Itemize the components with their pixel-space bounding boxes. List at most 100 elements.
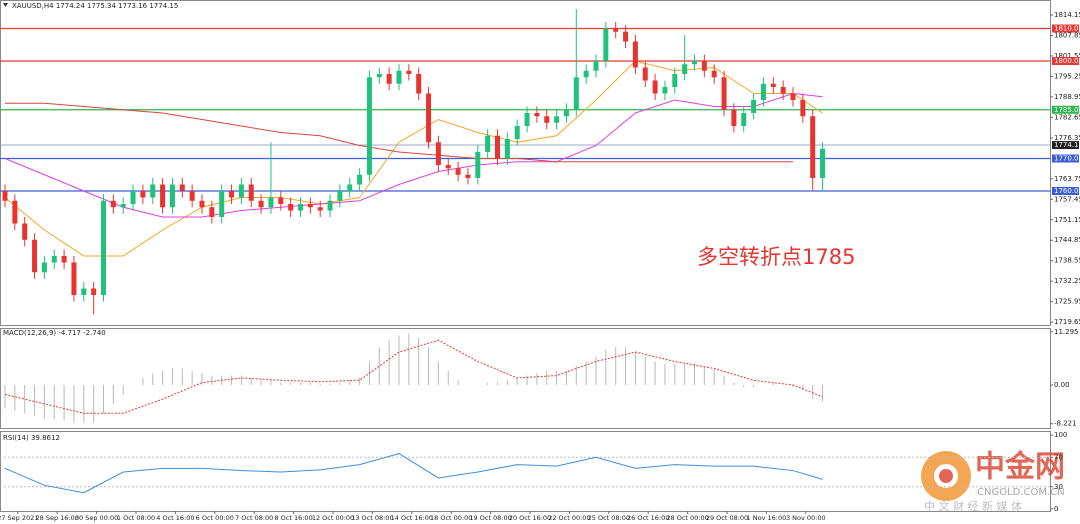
- candle-body: [130, 191, 136, 205]
- candle-body: [554, 116, 560, 123]
- candle-body: [770, 83, 776, 88]
- level-label: 1770.00: [1054, 155, 1080, 163]
- candle-body: [780, 87, 786, 94]
- x-tick-label: 27 Sep 2021: [0, 514, 38, 522]
- x-tick-label: 1 Oct 08:00: [117, 514, 155, 522]
- candle-body: [347, 184, 353, 192]
- candle-body: [219, 191, 225, 218]
- candle-body: [357, 174, 363, 185]
- x-tick-label: 6 Oct 00:00: [196, 514, 234, 522]
- candle-body: [514, 126, 520, 140]
- x-tick-label: 20 Oct 16:00: [509, 514, 551, 522]
- candle-body: [317, 207, 323, 211]
- candle-body: [701, 61, 707, 71]
- y-tick-label: 1725.95: [1054, 298, 1080, 306]
- candle-body: [396, 70, 402, 84]
- candle-body: [386, 74, 392, 84]
- candle-body: [603, 28, 609, 62]
- candle-body: [376, 74, 382, 78]
- candle-body: [810, 116, 816, 179]
- candle-body: [485, 135, 491, 153]
- candle-body: [534, 113, 540, 117]
- y-tick-label: 0.00: [1054, 381, 1070, 389]
- x-tick-label: 19 Oct 08:00: [469, 514, 511, 522]
- annotation: 多空转折点1785: [697, 245, 855, 269]
- candle-body: [101, 200, 106, 296]
- candle-body: [81, 288, 87, 296]
- macd-signal: [4, 339, 823, 414]
- watermark: 中金网 CNGOLD.COM.CN 中 文 财 经 新 媒 体: [921, 450, 1065, 513]
- candle-body: [209, 207, 215, 218]
- y-tick-label: 11.295: [1054, 328, 1079, 336]
- candle-body: [258, 200, 264, 208]
- y-tick-label: 1788.95: [1054, 93, 1080, 101]
- macd-pane: [0, 328, 1051, 429]
- candle-body: [41, 262, 47, 273]
- y-tick-label: 70: [1054, 453, 1063, 461]
- watermark-tagline: 中 文 财 经 新 媒 体: [924, 499, 1022, 513]
- candle-body: [22, 223, 28, 240]
- candle-body: [445, 165, 451, 169]
- candle-body: [721, 77, 727, 110]
- level-label: 1785.00: [1054, 106, 1080, 114]
- rsi-pane: [0, 431, 1051, 512]
- candle-body: [583, 70, 589, 78]
- candle-body: [790, 93, 796, 101]
- level-box: [1052, 24, 1079, 33]
- candle-body: [140, 191, 146, 198]
- y-tick-label: 1801.55: [1054, 52, 1080, 60]
- level-box: [1052, 154, 1079, 163]
- candle-body: [573, 77, 579, 110]
- candle-body: [366, 77, 372, 175]
- candle-body: [593, 61, 599, 71]
- y-tick-label: 1719.65: [1054, 318, 1080, 326]
- x-tick-label: 3 Nov 00:00: [786, 514, 826, 522]
- candle-body: [416, 74, 422, 94]
- level-box: [1052, 57, 1079, 66]
- y-tick-label: 1814.15: [1054, 11, 1080, 19]
- candle-body: [298, 204, 303, 211]
- chart-title: XAUUSD,H4 1774.24 1775.34 1773.16 1774.1…: [12, 2, 178, 10]
- candle-body: [238, 184, 244, 198]
- y-tick-label: 1732.25: [1054, 277, 1080, 285]
- y-tick-label: 30: [1054, 483, 1063, 491]
- y-tick-label: 1738.55: [1054, 257, 1080, 265]
- last-price-box: [1052, 141, 1079, 150]
- y-tick-label: 1751.15: [1054, 216, 1080, 224]
- logo-core: [939, 469, 953, 483]
- candle-body: [623, 31, 629, 42]
- x-tick-label: 7 Oct 08:00: [235, 514, 273, 522]
- y-tick-label: 0: [1054, 505, 1058, 513]
- candle-body: [504, 139, 510, 159]
- x-tick-label: 4 Oct 16:00: [156, 514, 194, 522]
- y-tick-label: 1807.85: [1054, 31, 1080, 39]
- candle-body: [760, 83, 766, 101]
- candle-body: [278, 197, 284, 205]
- candle-body: [652, 80, 658, 94]
- candle-body: [110, 200, 116, 208]
- level-box: [1052, 105, 1079, 114]
- candle-body: [327, 200, 333, 211]
- candle-body: [12, 200, 18, 224]
- x-tick-label: 30 Sep 00:00: [75, 514, 118, 522]
- level-box: [1052, 187, 1079, 196]
- candle-body: [495, 135, 500, 159]
- candle-body: [406, 70, 412, 75]
- level-label: 1810.00: [1054, 25, 1080, 33]
- candle-body: [307, 204, 313, 208]
- candle-body: [150, 184, 156, 198]
- candle-body: [613, 28, 619, 32]
- y-tick-label: 1757.45: [1054, 195, 1080, 203]
- watermark-url: CNGOLD.COM.CN: [977, 487, 1065, 498]
- candle-body: [642, 67, 648, 81]
- candle-body: [435, 142, 441, 166]
- candle-body: [337, 191, 343, 201]
- level-label: 1760.00: [1054, 187, 1080, 195]
- x-tick-label: 12 Oct 00:00: [312, 514, 354, 522]
- candle-body: [91, 288, 97, 296]
- candle-body: [268, 197, 274, 208]
- x-tick-label: 8 Oct 16:00: [274, 514, 312, 522]
- title-arrow: [3, 3, 8, 7]
